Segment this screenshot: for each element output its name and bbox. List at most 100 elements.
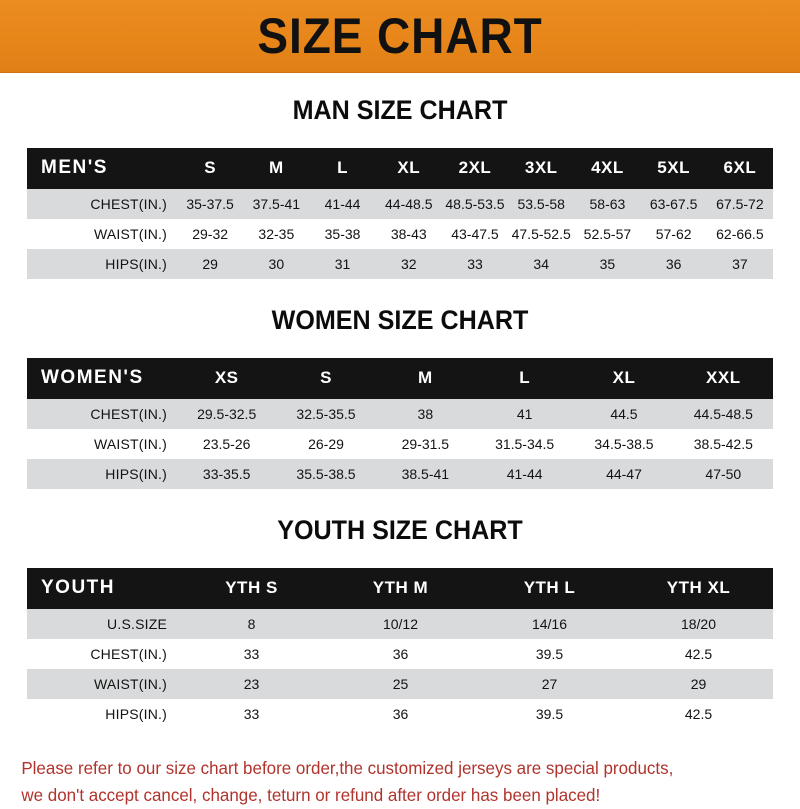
measurement-cell: 39.5 (535, 706, 564, 722)
column-header-l: L (519, 368, 531, 387)
column-header-xxl: XXL (706, 368, 741, 387)
measurement-cell: 30 (268, 256, 285, 272)
section-title-men: MAN SIZE CHART (292, 95, 508, 125)
measurement-cell: 67.5-72 (716, 196, 764, 212)
measurement-cell: 35-37.5 (186, 196, 234, 212)
measurement-cell: 44.5 (610, 406, 638, 422)
measurement-cell: 41-44 (324, 196, 361, 212)
table-row: HIPS(IN.) 29 30 31 32 33 34 35 36 37 (27, 249, 773, 279)
measurement-cell: 31 (334, 256, 351, 272)
measurement-cell: 33-35.5 (202, 466, 251, 482)
youth-size-table: YOUTH YTH S YTH M YTH L YTH XL U.S.SIZE 8 10/12… (27, 568, 773, 729)
row-label: U.S.SIZE (107, 616, 167, 632)
table-row: WAIST(IN.) 29-32 32-35 35-38 38-43 43-47.5 47.… (27, 219, 773, 249)
table-row: U.S.SIZE 8 10/12 14/16 18/20 (27, 609, 773, 639)
column-header-s: S (204, 158, 217, 177)
measurement-cell: 42.5 (684, 706, 713, 722)
title-table-spacer (0, 546, 800, 568)
page-title: SIZE CHART (257, 8, 543, 64)
title-table-spacer (0, 336, 800, 358)
measurement-cell: 25 (392, 676, 409, 692)
size-chart-sections: MAN SIZE CHART MEN'S S M L XL 2XL 3XL 4XL 5XL 6XL C… (0, 95, 800, 755)
measurement-cell: 38.5-41 (401, 466, 450, 482)
row-label-header: YOUTH (41, 577, 115, 598)
row-label: WAIST(IN.) (93, 436, 167, 452)
measurement-cell: 26-29 (308, 436, 344, 452)
measurement-cell: 52.5-57 (583, 226, 632, 242)
table-row: CHEST(IN.) 33 36 39.5 42.5 (27, 639, 773, 669)
row-label: WAIST(IN.) (93, 226, 167, 242)
title-table-spacer (0, 126, 800, 148)
column-header-5xl: 5XL (657, 158, 690, 177)
section-spacer (0, 279, 800, 305)
row-label-header: MEN'S (41, 157, 108, 178)
measurement-cell: 29 (202, 256, 218, 272)
measurement-cell: 44-47 (606, 466, 642, 482)
table-header-row: MEN'S S M L XL 2XL 3XL 4XL 5XL 6XL (27, 148, 773, 189)
measurement-cell: 14/16 (531, 616, 568, 632)
table-header-row: YOUTH YTH S YTH M YTH L YTH XL (27, 568, 773, 609)
table-row: CHEST(IN.) 29.5-32.5 32.5-35.5 38 41 44.5 44.5… (27, 399, 773, 429)
column-header-xs: XS (214, 368, 239, 387)
measurement-cell: 57-62 (655, 226, 692, 242)
measurement-cell: 32-35 (258, 226, 295, 242)
measurement-cell: 34 (533, 256, 549, 272)
measurement-cell: 27 (541, 676, 558, 692)
measurement-cell: 38.5-42.5 (693, 436, 753, 452)
table-row: HIPS(IN.) 33-35.5 35.5-38.5 38.5-41 41-44 44-… (27, 459, 773, 489)
column-header-m: M (268, 158, 284, 177)
measurement-cell: 29.5-32.5 (197, 406, 257, 422)
table-row: WAIST(IN.) 23 25 27 29 (27, 669, 773, 699)
section-spacer (0, 489, 800, 515)
men-size-table: MEN'S S M L XL 2XL 3XL 4XL 5XL 6XL CHEST(IN.) 35-37… (27, 148, 773, 279)
row-label: WAIST(IN.) (93, 676, 167, 692)
measurement-cell: 41-44 (506, 466, 543, 482)
measurement-cell: 48.5-53.5 (445, 196, 505, 212)
youth-size-table-wrapper: YOUTH YTH S YTH M YTH L YTH XL U.S.SIZE 8 10/12… (0, 568, 800, 729)
measurement-cell: 32.5-35.5 (296, 406, 356, 422)
section-title-women: WOMEN SIZE CHART (271, 305, 529, 335)
column-header-s: S (320, 368, 332, 387)
measurement-cell: 43-47.5 (451, 226, 499, 242)
measurement-cell: 39.5 (535, 646, 564, 662)
row-label: CHEST(IN.) (90, 196, 167, 212)
measurement-cell: 36 (665, 256, 682, 272)
measurement-cell: 23.5-26 (202, 436, 251, 452)
measurement-cell: 35 (599, 256, 616, 272)
row-label: HIPS(IN.) (105, 706, 167, 722)
banner-spacer (0, 73, 800, 95)
measurement-cell: 41 (516, 406, 533, 422)
measurement-cell: 38-43 (390, 226, 427, 242)
measurement-cell: 36 (392, 706, 409, 722)
column-header-yth-l: YTH L (523, 578, 576, 597)
table-header-row: WOMEN'S XS S M L XL XXL (27, 358, 773, 399)
measurement-cell: 18/20 (680, 616, 717, 632)
measurement-cell: 32 (400, 256, 417, 272)
measurement-cell: 23 (243, 676, 260, 692)
row-label: CHEST(IN.) (90, 406, 167, 422)
measurement-cell: 31.5-34.5 (495, 436, 555, 452)
measurement-cell: 29-32 (192, 226, 229, 242)
row-label-header: WOMEN'S (41, 367, 144, 388)
column-header-xl: XL (397, 158, 421, 177)
measurement-cell: 44-48.5 (385, 196, 433, 212)
column-header-2xl: 2XL (458, 158, 492, 177)
footer-line-2: we don't accept cancel, change, teturn o… (21, 785, 601, 806)
women-size-table: WOMEN'S XS S M L XL XXL CHEST(IN.) 29.5-32.5 32.5… (27, 358, 773, 489)
footer-disclaimer: Please refer to our size chart before or… (0, 755, 776, 809)
measurement-cell: 29-31.5 (401, 436, 450, 452)
table-row: CHEST(IN.) 35-37.5 37.5-41 41-44 44-48.5 48.5… (27, 189, 773, 219)
measurement-cell: 38 (417, 406, 434, 422)
measurement-cell: 29 (690, 676, 707, 692)
men-size-table-wrapper: MEN'S S M L XL 2XL 3XL 4XL 5XL 6XL CHEST(IN.) 35-37… (0, 148, 800, 279)
column-header-xl: XL (612, 368, 636, 387)
footer-line-1: Please refer to our size chart before or… (21, 758, 674, 778)
measurement-cell: 44.5-48.5 (693, 406, 753, 422)
measurement-cell: 58-63 (589, 196, 626, 212)
measurement-cell: 47-50 (705, 466, 742, 482)
column-header-6xl: 6XL (723, 158, 757, 177)
measurement-cell: 53.5-58 (517, 196, 565, 212)
column-header-l: L (337, 158, 348, 177)
measurement-cell: 8 (247, 616, 256, 632)
column-header-4xl: 4XL (591, 158, 624, 177)
